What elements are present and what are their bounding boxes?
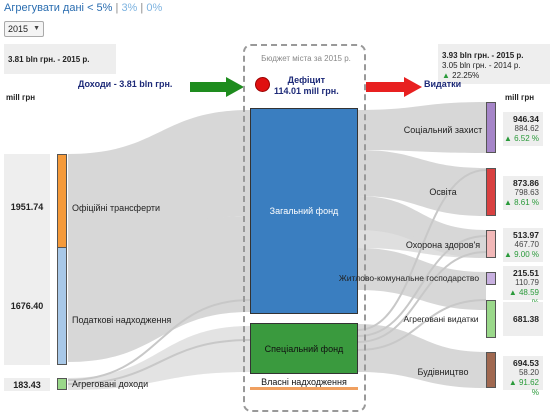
triangle-up-icon: ▲ xyxy=(503,198,512,207)
income-bar-transfers[interactable] xyxy=(57,154,67,260)
expense-label-build: Будівництво xyxy=(417,367,469,377)
income-bar-taxes[interactable] xyxy=(57,247,67,365)
income-value-agg: 183.43 xyxy=(4,378,50,391)
flow-general-edu xyxy=(358,150,486,216)
deficit-icon xyxy=(255,77,270,92)
expense-values-build: 694.53 58.20 ▲ 91.62 % xyxy=(503,356,543,397)
aggregate-option-3[interactable]: 3% xyxy=(121,2,138,14)
flow-taxes-general xyxy=(68,216,250,362)
income-tooltip: 3.81 bln грн. - 2015 р. xyxy=(4,44,116,74)
budget-title: Бюджет міста за 2015 р. xyxy=(261,54,351,63)
triangle-up-icon: ▲ xyxy=(508,288,517,297)
aggregate-control: Агрегувати дані < 5% | 3% | 0% xyxy=(4,2,163,14)
flow-agg-special xyxy=(68,326,250,390)
fund-own[interactable]: Власні надходження xyxy=(250,374,358,390)
expense-values-edu: 873.86 798.63 ▲ 8.61 % xyxy=(503,176,543,210)
expense-bar-build[interactable] xyxy=(486,352,496,388)
aggregate-option-0[interactable]: 0% xyxy=(146,2,163,14)
expense-values-housing: 215.51 110.79 ▲ 48.59 % xyxy=(503,266,543,307)
expense-bar-housing[interactable] xyxy=(486,272,496,285)
expense-label-edu: Освіта xyxy=(429,187,457,197)
expense-values-health: 513.97 467.70 ▲ 9.00 % xyxy=(503,228,543,262)
flow-general-health xyxy=(358,196,486,258)
income-label-taxes: Податкові надходження xyxy=(72,315,172,325)
income-value-taxes: 1676.40 xyxy=(4,247,50,365)
expense-bar-edu[interactable] xyxy=(486,168,496,216)
triangle-up-icon: ▲ xyxy=(442,71,450,80)
expense-bar-social[interactable] xyxy=(486,102,496,153)
flow-transfers-general xyxy=(68,110,250,258)
expense-bar-agg[interactable] xyxy=(486,300,496,338)
expense-label-agg: Агреговані видатки xyxy=(403,314,479,324)
arrow-right-icon xyxy=(190,77,244,97)
aggregate-option-5[interactable]: < 5% xyxy=(87,2,113,14)
expense-bar-health[interactable] xyxy=(486,230,496,258)
expense-label-social: Соціальний захист xyxy=(403,125,483,135)
expense-tooltip: 3.93 bln грн. - 2015 р. 3.05 bln грн. - … xyxy=(438,44,550,84)
flow-general-social xyxy=(358,102,486,153)
deficit-info: Дефіцит 114.01 mill грн. xyxy=(274,75,339,96)
budget-container xyxy=(243,44,366,412)
aggregate-label: Агрегувати дані xyxy=(4,2,84,14)
income-bar-agg[interactable] xyxy=(57,378,67,390)
arrow-right-icon xyxy=(366,77,422,97)
year-select[interactable]: 2015 ▼ xyxy=(4,21,44,37)
expense-values-social: 946.34 884.62 ▲ 6.52 % xyxy=(503,112,543,146)
unit-right: mill грн xyxy=(505,93,535,102)
fund-general[interactable]: Загальний фонд xyxy=(250,108,358,314)
chevron-down-icon: ▼ xyxy=(33,25,40,32)
triangle-up-icon: ▲ xyxy=(503,250,512,259)
flow-special-build xyxy=(358,324,486,388)
unit-left: mill грн xyxy=(6,93,36,102)
expense-values-agg: 681.38 xyxy=(503,302,543,336)
fund-special[interactable]: Спеціальний фонд xyxy=(250,323,358,374)
expense-label-housing: Житлово-комунальне господарство xyxy=(338,273,480,283)
triangle-up-icon: ▲ xyxy=(508,378,517,387)
expense-label-health: Охорона здоров'я xyxy=(405,240,481,250)
flow-general-agg xyxy=(358,248,486,310)
income-value-transfers: 1951.74 xyxy=(4,154,50,260)
income-label-transfers: Офіційні трансферти xyxy=(72,203,161,213)
income-header: Доходи - 3.81 bln грн. xyxy=(78,79,173,89)
triangle-up-icon: ▲ xyxy=(503,134,512,143)
expense-header: Видатки xyxy=(424,79,462,89)
income-label-agg: Агреговані доходи xyxy=(72,379,149,389)
